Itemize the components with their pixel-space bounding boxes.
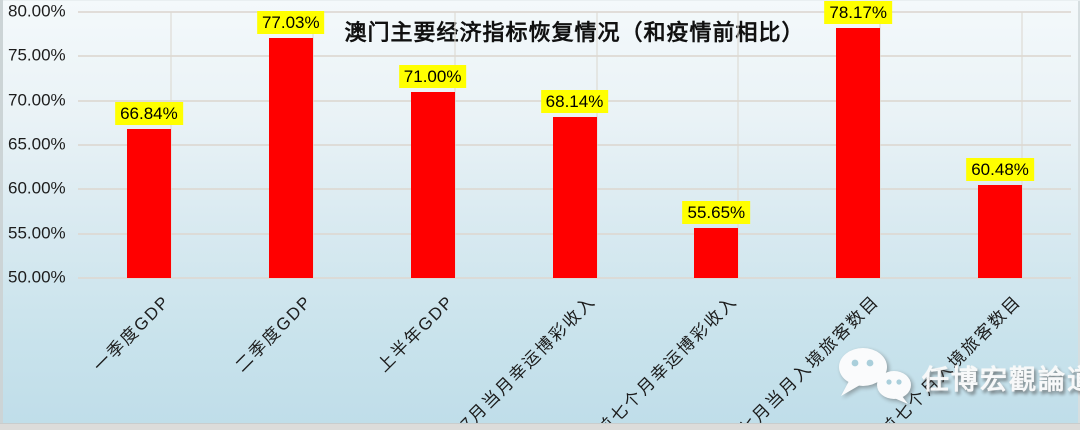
y-axis-tick-label: 75.00% [8, 45, 66, 65]
gridline-vertical [453, 12, 456, 278]
bar [836, 28, 881, 278]
bar [268, 38, 313, 278]
gridline-vertical [1021, 12, 1024, 278]
data-label: 78.17% [824, 1, 893, 25]
y-axis-tick-label: 70.00% [8, 90, 66, 110]
data-label: 68.14% [540, 90, 609, 114]
y-axis-tick-label: 65.00% [8, 134, 66, 154]
wechat-icon [836, 346, 918, 409]
gridline-vertical [879, 12, 882, 278]
bar [694, 227, 739, 278]
data-label: 60.48% [966, 158, 1034, 182]
watermark: 任博宏觀論道 [836, 346, 1080, 409]
x-axis-category-label: 二季度GDP [231, 291, 316, 376]
y-axis-tick-label: 60.00% [8, 178, 66, 198]
y-axis-tick-label: 80.00% [8, 1, 66, 21]
data-label: 66.84% [115, 101, 183, 125]
gridline-vertical [169, 12, 172, 278]
gridline-vertical [737, 12, 740, 278]
gridline-horizontal [78, 11, 1071, 13]
bar [126, 128, 171, 278]
gridline-vertical [595, 12, 598, 278]
gridline-horizontal [78, 55, 1071, 58]
bar [978, 185, 1023, 278]
data-label: 71.00% [398, 64, 467, 88]
x-axis-category-label: 前七个月幸运博彩收入 [593, 291, 742, 430]
window-edge-bottom [0, 423, 1080, 430]
watermark-text: 任博宏觀論道 [922, 365, 1080, 395]
x-axis-category-label: 一季度GDP [89, 291, 174, 376]
x-axis-category-label: 上半年GDP [373, 291, 458, 376]
chart-title: 澳门主要经济指标恢复情况（和疫情前相比） [344, 20, 805, 45]
y-axis-tick-label: 55.00% [8, 223, 66, 243]
bar [552, 117, 597, 278]
bar [410, 91, 455, 278]
y-axis-tick-label: 50.00% [8, 267, 66, 287]
gridline-horizontal [78, 277, 1071, 279]
data-label: 77.03% [256, 11, 325, 35]
x-axis-category-label: 7月当月幸运博彩收入 [457, 291, 600, 430]
data-label: 55.65% [682, 200, 751, 224]
gridline-vertical [311, 12, 314, 278]
